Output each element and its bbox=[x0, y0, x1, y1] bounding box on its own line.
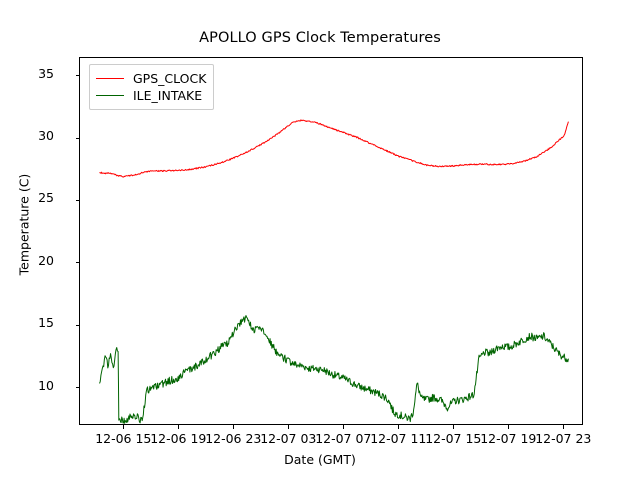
chart-legend: GPS_CLOCK ILE_INTAKE bbox=[89, 64, 215, 110]
x-tick-label: 12-07 23 bbox=[535, 431, 592, 446]
plot-area bbox=[79, 57, 583, 425]
legend-line-swatch bbox=[96, 95, 124, 96]
legend-item-gps-clock[interactable]: GPS_CLOCK bbox=[96, 70, 206, 87]
x-tick-label: 12-07 15 bbox=[425, 431, 482, 446]
y-tick-label: 30 bbox=[38, 128, 54, 144]
x-tick-label: 12-07 11 bbox=[370, 431, 427, 446]
y-tick-label: 20 bbox=[38, 252, 54, 268]
x-tick-label: 12-07 03 bbox=[260, 431, 317, 446]
legend-item-label: GPS_CLOCK bbox=[133, 71, 207, 86]
y-tick-label: 25 bbox=[38, 190, 54, 206]
x-axis-label: Date (GMT) bbox=[284, 452, 356, 467]
x-tick-label: 12-07 07 bbox=[315, 431, 372, 446]
x-tick-mark bbox=[232, 425, 234, 429]
y-tick-mark bbox=[75, 75, 79, 77]
x-tick-mark bbox=[562, 425, 564, 429]
x-tick-mark bbox=[397, 425, 399, 429]
y-tick-label: 15 bbox=[38, 315, 54, 331]
x-tick-label: 12-06 19 bbox=[150, 431, 207, 446]
legend-item-ile-intake[interactable]: ILE_INTAKE bbox=[96, 87, 206, 104]
y-tick-label: 10 bbox=[38, 377, 54, 393]
y-tick-mark bbox=[75, 262, 79, 264]
y-tick-mark bbox=[75, 324, 79, 326]
x-tick-mark bbox=[507, 425, 509, 429]
x-tick-mark bbox=[452, 425, 454, 429]
series-line-gps-clock bbox=[100, 120, 569, 177]
x-tick-mark bbox=[342, 425, 344, 429]
y-tick-mark bbox=[75, 199, 79, 202]
x-tick-label: 12-06 23 bbox=[205, 431, 262, 446]
x-tick-mark bbox=[177, 425, 179, 429]
x-tick-mark bbox=[287, 425, 289, 429]
x-tick-label: 12-07 19 bbox=[480, 431, 537, 446]
chart-title: APOLLO GPS Clock Temperatures bbox=[199, 30, 441, 46]
y-tick-mark bbox=[75, 137, 79, 139]
series-line-ile-intake bbox=[100, 316, 569, 424]
legend-line-swatch bbox=[96, 78, 124, 79]
x-tick-mark bbox=[122, 425, 124, 429]
series-canvas bbox=[80, 58, 583, 425]
y-tick-label: 35 bbox=[38, 65, 54, 81]
x-tick-label: 12-06 15 bbox=[95, 431, 152, 446]
y-tick-mark bbox=[75, 387, 79, 389]
legend-item-label: ILE_INTAKE bbox=[133, 88, 203, 103]
